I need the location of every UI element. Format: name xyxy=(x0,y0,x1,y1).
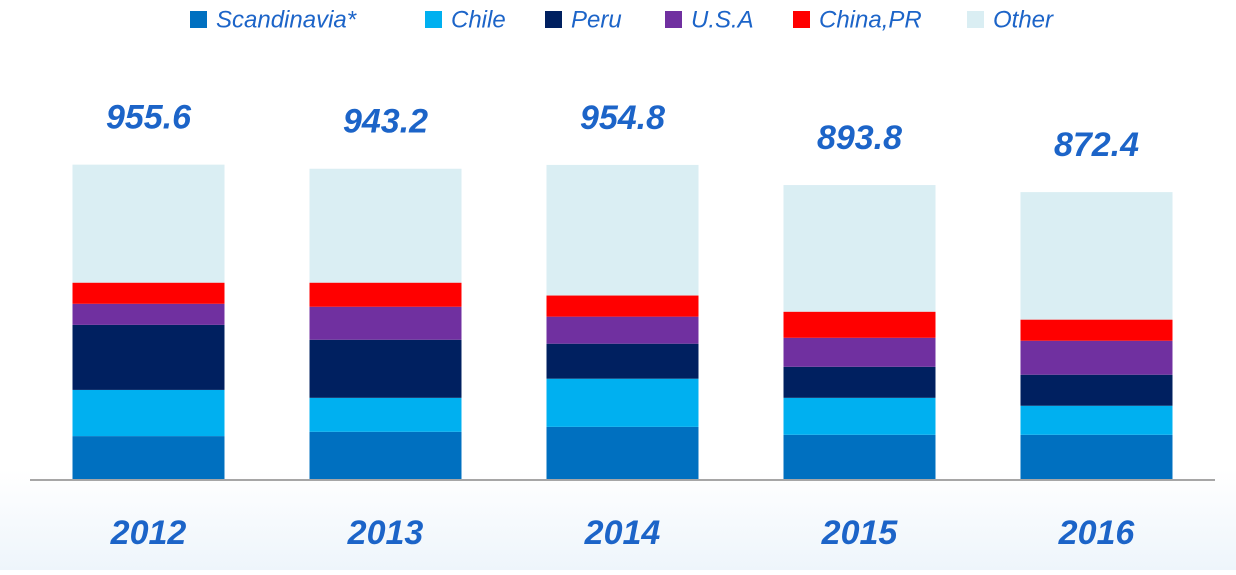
bar-segment xyxy=(72,303,225,325)
bar-segment xyxy=(1020,434,1173,480)
bar-segment xyxy=(546,295,699,317)
bar-segment xyxy=(1020,319,1173,341)
bar-segment xyxy=(546,426,699,480)
legend-swatch xyxy=(967,11,984,28)
bar-segment xyxy=(1020,192,1173,320)
bar-segment xyxy=(309,168,462,283)
bar-segment xyxy=(783,397,936,435)
legend-label: Scandinavia* xyxy=(216,6,357,33)
bar-segment xyxy=(546,316,699,344)
x-tick-label: 2014 xyxy=(584,514,661,552)
bar-segment xyxy=(309,397,462,432)
x-tick-label: 2012 xyxy=(110,514,187,552)
bar-segment xyxy=(783,366,936,398)
bar-segment xyxy=(546,378,699,427)
legend-label: Chile xyxy=(451,6,506,33)
bar-segment xyxy=(783,434,936,480)
bar-segment xyxy=(72,436,225,480)
bar-segment xyxy=(309,339,462,398)
bar-segment xyxy=(309,431,462,480)
legend-label: U.S.A xyxy=(691,6,754,33)
bar-segment xyxy=(72,282,225,304)
legend-swatch xyxy=(665,11,682,28)
total-label: 893.8 xyxy=(817,119,902,157)
bar-segment xyxy=(309,306,462,340)
total-label: 955.6 xyxy=(106,99,192,137)
bar-segment xyxy=(783,185,936,312)
x-tick-label: 2016 xyxy=(1058,514,1136,552)
legend-label: Other xyxy=(993,6,1054,33)
bar-segment xyxy=(783,311,936,338)
x-tick-label: 2013 xyxy=(347,514,424,552)
total-label: 872.4 xyxy=(1054,126,1139,164)
legend-swatch xyxy=(190,11,207,28)
legend-swatch xyxy=(545,11,562,28)
bar-segment xyxy=(72,164,225,283)
legend-label: Peru xyxy=(571,6,622,33)
total-label: 954.8 xyxy=(580,99,665,137)
bar-segment xyxy=(546,343,699,379)
bar-segment xyxy=(783,337,936,367)
legend-label: China,PR xyxy=(819,6,922,33)
legend-swatch xyxy=(793,11,810,28)
bar-segment xyxy=(72,324,225,390)
bar-segment xyxy=(1020,374,1173,406)
background xyxy=(0,470,1236,570)
bar-segment xyxy=(546,164,699,296)
bar-segment xyxy=(309,282,462,307)
bar-segment xyxy=(1020,405,1173,435)
legend-swatch xyxy=(425,11,442,28)
total-label: 943.2 xyxy=(343,103,428,141)
bar-segment xyxy=(72,389,225,437)
x-tick-label: 2015 xyxy=(821,514,899,552)
bar-segment xyxy=(1020,340,1173,375)
